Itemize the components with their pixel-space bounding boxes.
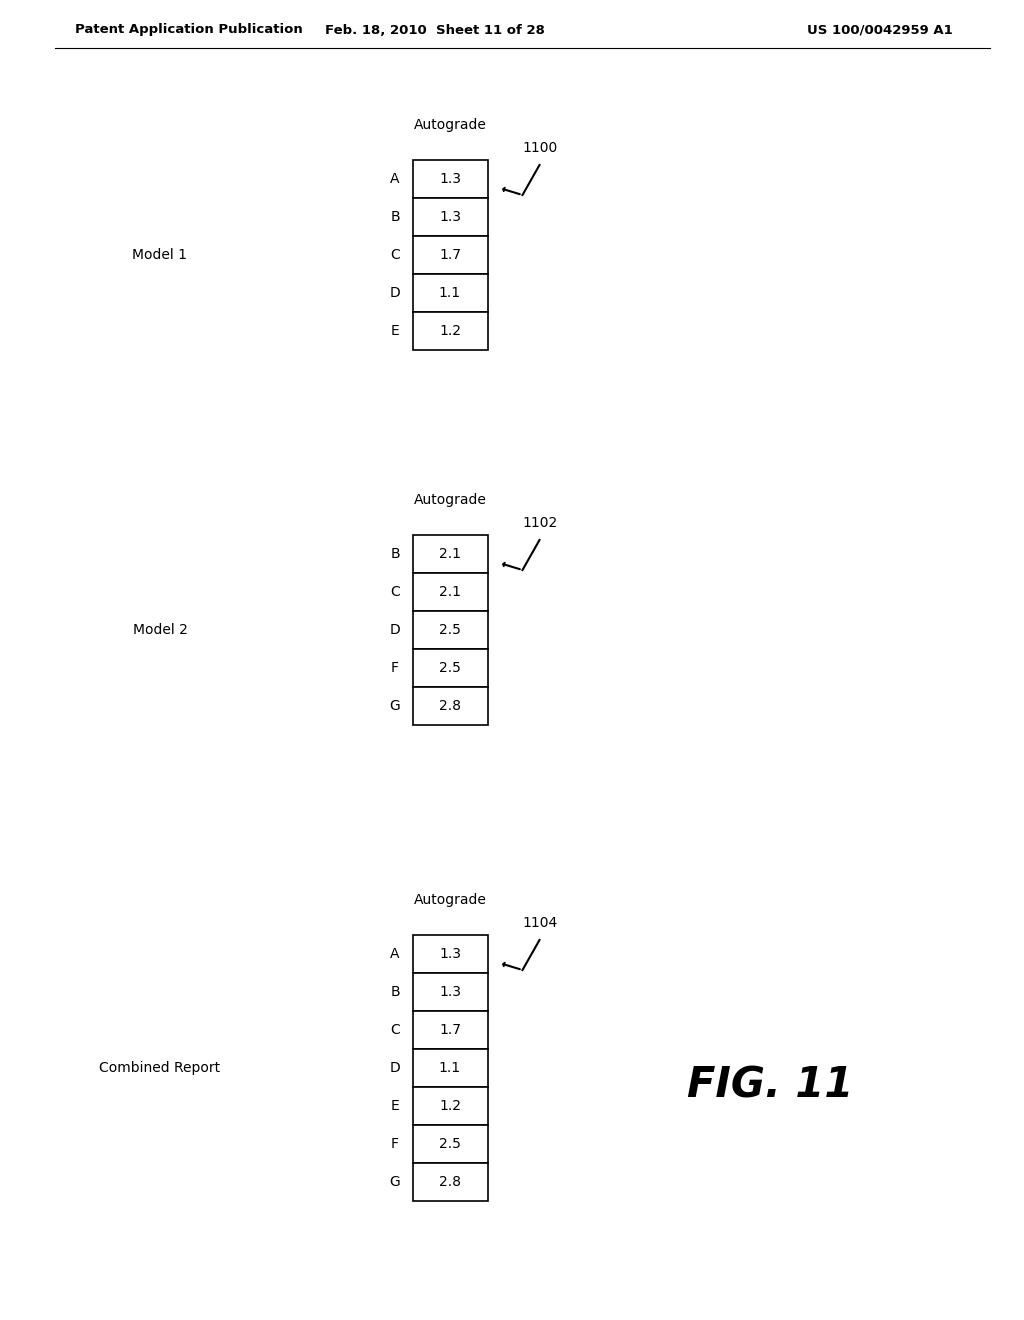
Bar (413, 160, 487, 198)
Text: F: F (391, 1137, 399, 1151)
Text: Model 2: Model 2 (132, 623, 187, 638)
Bar (413, 1163, 487, 1201)
Text: 1.1: 1.1 (439, 1061, 461, 1074)
Text: US 100/0042959 A1: US 100/0042959 A1 (807, 24, 953, 37)
Bar (413, 1125, 487, 1163)
Bar (413, 198, 487, 236)
Text: 1104: 1104 (522, 916, 558, 931)
Text: 2.1: 2.1 (439, 546, 461, 561)
Text: 1.3: 1.3 (439, 172, 461, 186)
Text: Autograde: Autograde (414, 492, 486, 507)
Text: G: G (389, 1175, 400, 1189)
Text: A: A (390, 172, 399, 186)
Text: 1.2: 1.2 (439, 1100, 461, 1113)
Text: D: D (389, 623, 400, 638)
Text: Patent Application Publication: Patent Application Publication (75, 24, 303, 37)
Text: Autograde: Autograde (414, 894, 486, 907)
Bar (413, 1086, 487, 1125)
Bar (413, 312, 487, 350)
Text: Combined Report: Combined Report (99, 1061, 220, 1074)
Bar (413, 573, 487, 611)
Text: 2.8: 2.8 (439, 1175, 461, 1189)
Text: 2.5: 2.5 (439, 661, 461, 675)
Text: E: E (390, 1100, 399, 1113)
Text: Model 1: Model 1 (132, 248, 187, 261)
Text: 1.3: 1.3 (439, 210, 461, 224)
Text: 1.3: 1.3 (439, 985, 461, 999)
Text: 1.7: 1.7 (439, 1023, 461, 1038)
Text: 1100: 1100 (522, 141, 558, 154)
Text: D: D (389, 1061, 400, 1074)
Text: B: B (390, 985, 399, 999)
Text: A: A (390, 946, 399, 961)
Text: Autograde: Autograde (414, 117, 486, 132)
Bar (413, 275, 487, 312)
Text: 2.8: 2.8 (439, 700, 461, 713)
Text: 1.2: 1.2 (439, 323, 461, 338)
Text: 2.5: 2.5 (439, 1137, 461, 1151)
Bar (413, 611, 487, 649)
Bar (413, 973, 487, 1011)
Bar (413, 236, 487, 275)
Bar (413, 935, 487, 973)
Text: G: G (389, 700, 400, 713)
Text: D: D (389, 286, 400, 300)
Text: 1.7: 1.7 (439, 248, 461, 261)
Bar (413, 535, 487, 573)
Text: FIG. 11: FIG. 11 (687, 1064, 853, 1106)
Bar (413, 686, 487, 725)
Text: Feb. 18, 2010  Sheet 11 of 28: Feb. 18, 2010 Sheet 11 of 28 (325, 24, 545, 37)
Text: F: F (391, 661, 399, 675)
Text: 2.5: 2.5 (439, 623, 461, 638)
Bar (413, 649, 487, 686)
Text: E: E (390, 323, 399, 338)
Text: 1102: 1102 (522, 516, 558, 531)
Text: C: C (390, 248, 400, 261)
Text: 1.1: 1.1 (439, 286, 461, 300)
Text: B: B (390, 210, 399, 224)
Bar (413, 1049, 487, 1086)
Bar (413, 1011, 487, 1049)
Text: C: C (390, 585, 400, 599)
Text: B: B (390, 546, 399, 561)
Text: 2.1: 2.1 (439, 585, 461, 599)
Text: 1.3: 1.3 (439, 946, 461, 961)
Text: C: C (390, 1023, 400, 1038)
